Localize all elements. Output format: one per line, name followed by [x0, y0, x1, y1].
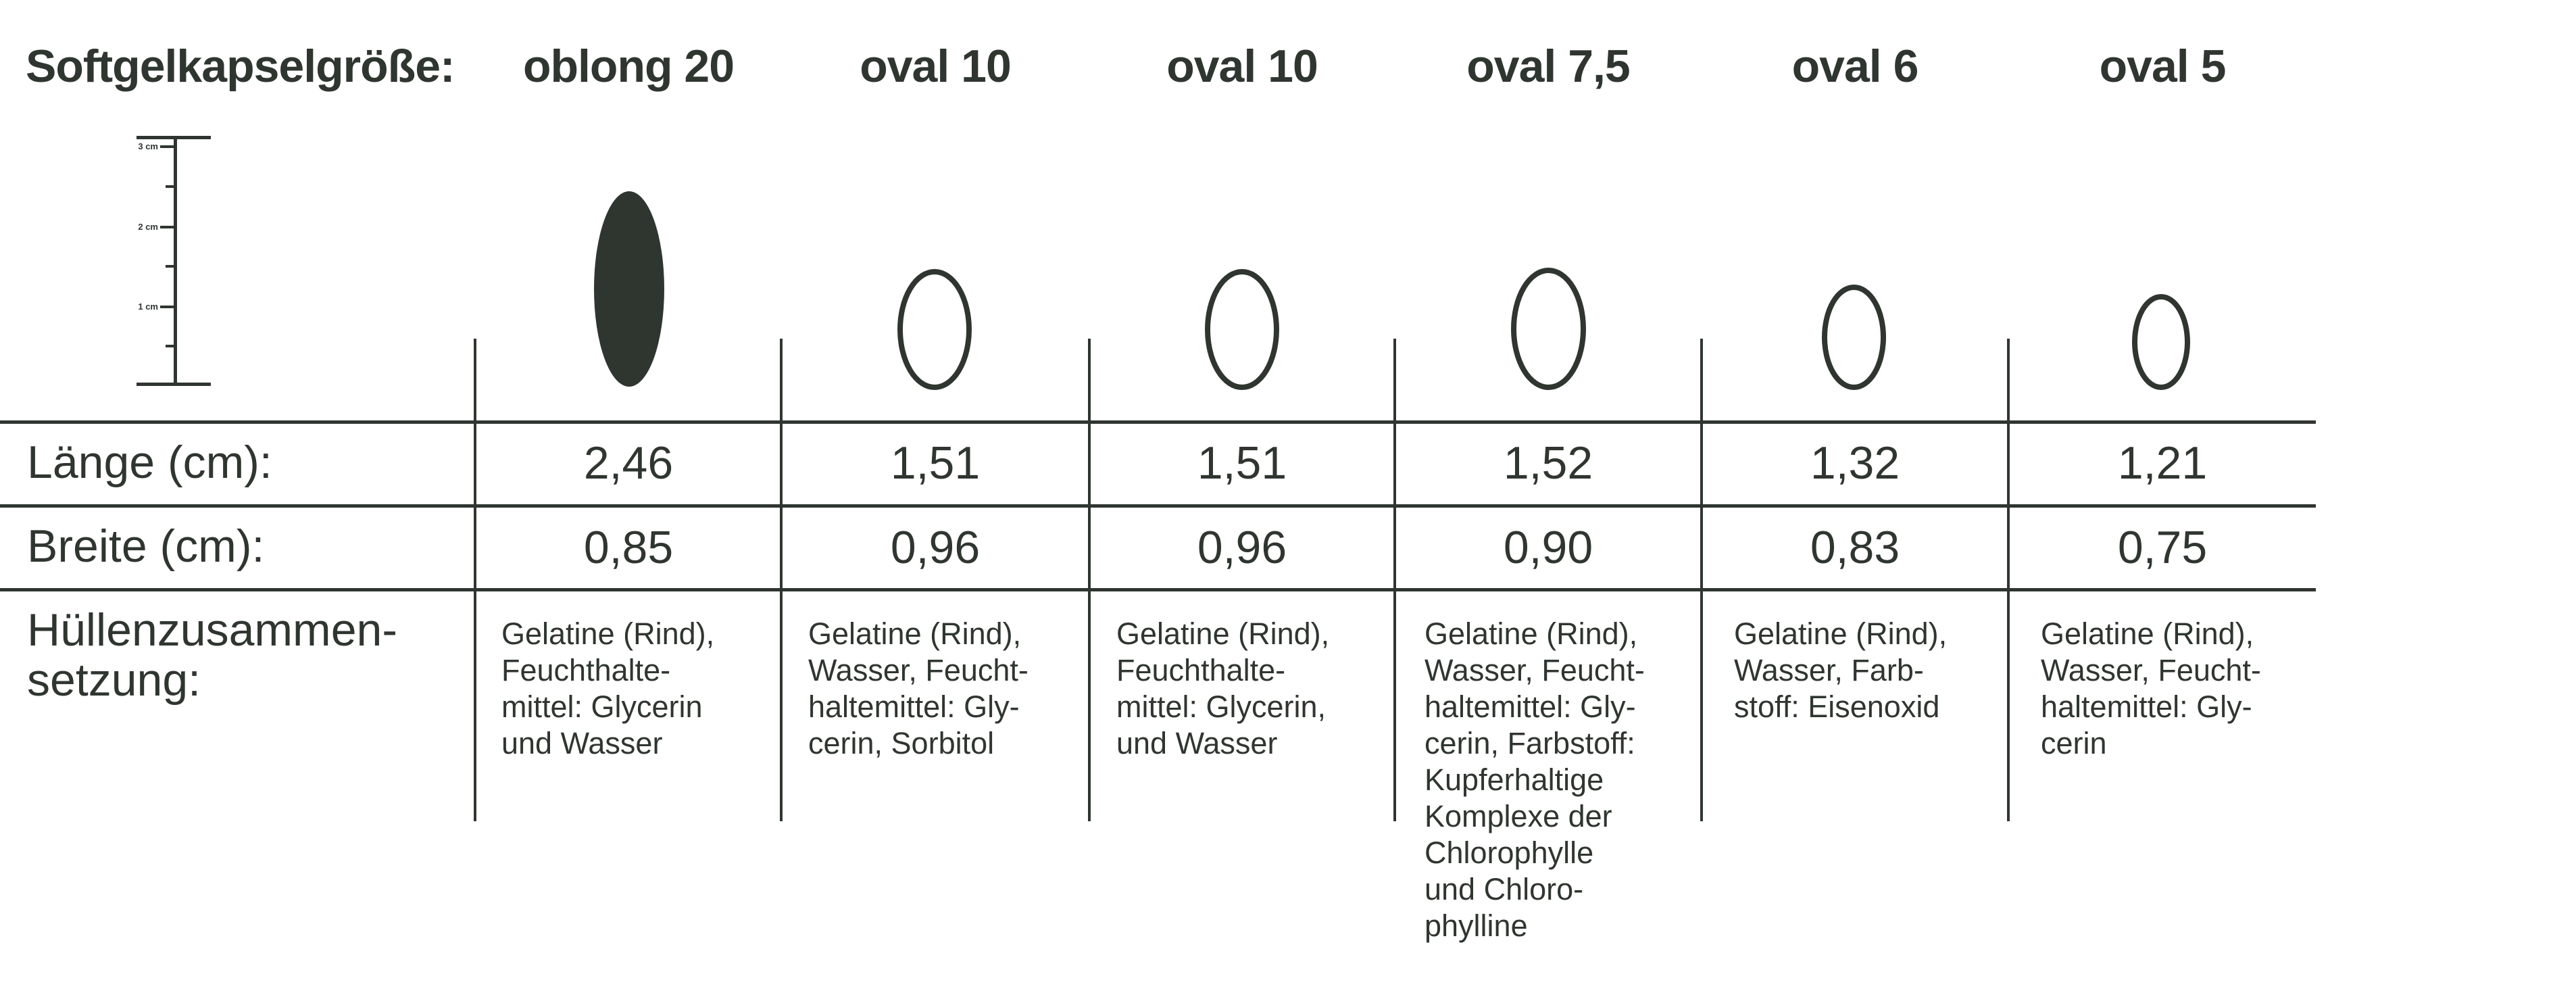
- ruler-tick-2cm: [160, 226, 175, 228]
- ruler-tick-1-5cm: [166, 265, 175, 268]
- row-label-length: Länge (cm):: [27, 437, 272, 488]
- capsule-shape-oblong-20: [594, 191, 664, 387]
- capsule-name-oval-10-a: oval 10: [860, 41, 1012, 92]
- width-value: 0,85: [583, 522, 674, 573]
- width-value: 0,90: [1503, 522, 1593, 573]
- shell-composition: Gelatine (Rind), Feuchthalte- mittel: Gl…: [501, 616, 715, 760]
- capsule-shape-oval-6: [1822, 285, 1886, 390]
- ruler-tick-1cm: [160, 306, 175, 308]
- row-divider-length: [0, 504, 2316, 508]
- capsule-name-oval-7-5: oval 7,5: [1466, 41, 1631, 92]
- length-value: 1,51: [1197, 437, 1287, 489]
- width-value: 0,96: [1197, 522, 1287, 573]
- capsule-name-oval-5: oval 5: [2099, 41, 2227, 92]
- length-value: 1,51: [890, 437, 981, 489]
- length-value: 1,52: [1503, 437, 1593, 489]
- capsule-name-oval-10-b: oval 10: [1166, 41, 1318, 92]
- shell-composition: Gelatine (Rind), Wasser, Feucht- haltemi…: [2041, 616, 2261, 760]
- ruler-label-3cm: 3 cm: [138, 141, 158, 151]
- shell-composition: Gelatine (Rind), Wasser, Farb- stoff: Ei…: [1734, 616, 1948, 724]
- page-title: Softgelkapselgröße:: [26, 41, 455, 92]
- capsule-name-oblong-20: oblong 20: [522, 41, 735, 92]
- row-label-width: Breite (cm):: [27, 520, 265, 572]
- row-divider-top: [0, 420, 2316, 424]
- length-value: 1,21: [2117, 437, 2208, 489]
- capsule-shape-oval-5: [2132, 294, 2190, 390]
- ruler-label-1cm: 1 cm: [138, 301, 158, 312]
- capsule-shape-oval-7-5: [1511, 268, 1586, 390]
- ruler-tick-2-5cm: [166, 185, 175, 188]
- ruler-tick-3cm: [160, 145, 175, 148]
- row-label-shell: Hüllenzusammen- setzung:: [27, 604, 397, 706]
- capsule-shape-oval-10-a: [897, 269, 972, 390]
- width-value: 0,83: [1810, 522, 1900, 573]
- ruler-spine: [174, 137, 177, 385]
- column-divider-2: [780, 339, 783, 821]
- shell-composition: Gelatine (Rind), Feuchthalte- mittel: Gl…: [1116, 616, 1330, 760]
- shell-composition: Gelatine (Rind), Wasser, Feucht- haltemi…: [1425, 616, 1645, 943]
- width-value: 0,75: [2117, 522, 2208, 573]
- column-divider-6: [2007, 339, 2010, 821]
- length-value: 2,46: [583, 437, 674, 489]
- ruler-tick-0-5cm: [166, 345, 175, 347]
- ruler-label-2cm: 2 cm: [138, 222, 158, 232]
- width-value: 0,96: [890, 522, 981, 573]
- column-divider-4: [1393, 339, 1396, 821]
- column-divider-5: [1700, 339, 1703, 821]
- capsule-shape-oval-10-b: [1205, 269, 1279, 390]
- row-divider-width: [0, 588, 2316, 591]
- shell-composition: Gelatine (Rind), Wasser, Feucht- haltemi…: [808, 616, 1029, 760]
- length-value: 1,32: [1810, 437, 1900, 489]
- capsule-name-oval-6: oval 6: [1791, 41, 1919, 92]
- column-divider-1: [474, 339, 476, 821]
- column-divider-3: [1088, 339, 1091, 821]
- ruler-bottom-cap: [137, 383, 211, 386]
